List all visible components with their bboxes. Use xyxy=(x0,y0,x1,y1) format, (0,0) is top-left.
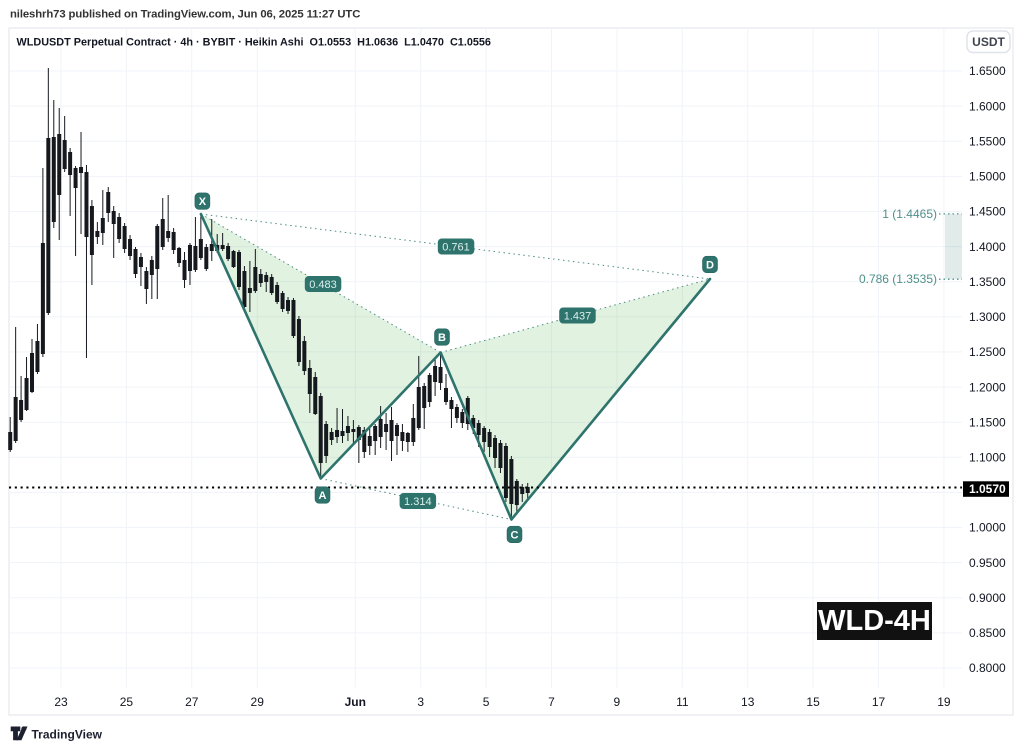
svg-text:1.5500: 1.5500 xyxy=(969,134,1006,148)
svg-text:27: 27 xyxy=(185,695,199,709)
svg-text:1.3500: 1.3500 xyxy=(969,275,1006,289)
svg-text:D: D xyxy=(706,260,714,272)
svg-text:17: 17 xyxy=(872,695,886,709)
svg-text:1.4000: 1.4000 xyxy=(969,240,1006,254)
svg-text:1.5000: 1.5000 xyxy=(969,170,1006,184)
svg-text:1.3000: 1.3000 xyxy=(969,310,1006,324)
svg-text:7: 7 xyxy=(548,695,555,709)
svg-text:5: 5 xyxy=(483,695,490,709)
svg-text:USDT: USDT xyxy=(972,35,1005,49)
svg-text:1.2000: 1.2000 xyxy=(969,380,1006,394)
svg-text:1.1000: 1.1000 xyxy=(969,451,1006,465)
svg-text:1.4500: 1.4500 xyxy=(969,205,1006,219)
svg-text:1.0570: 1.0570 xyxy=(969,482,1006,496)
svg-text:1.1500: 1.1500 xyxy=(969,415,1006,429)
svg-text:29: 29 xyxy=(251,695,265,709)
svg-text:25: 25 xyxy=(120,695,134,709)
svg-text:Jun: Jun xyxy=(345,695,366,709)
svg-text:C: C xyxy=(511,530,519,542)
svg-text:1.0000: 1.0000 xyxy=(969,521,1006,535)
svg-text:WLDUSDT Perpetual Contract · 4: WLDUSDT Perpetual Contract · 4h · BYBIT … xyxy=(17,37,491,49)
svg-text:11: 11 xyxy=(676,695,689,709)
svg-text:1.6500: 1.6500 xyxy=(969,64,1006,78)
svg-text:WLD-4H: WLD-4H xyxy=(818,605,931,637)
svg-text:0.483: 0.483 xyxy=(309,279,337,291)
svg-text:0.9500: 0.9500 xyxy=(969,556,1006,570)
svg-text:1.6000: 1.6000 xyxy=(969,99,1006,113)
svg-text:13: 13 xyxy=(741,695,755,709)
svg-text:23: 23 xyxy=(54,695,68,709)
svg-text:TradingView: TradingView xyxy=(32,728,103,742)
svg-text:X: X xyxy=(199,196,207,208)
svg-text:9: 9 xyxy=(614,695,621,709)
svg-text:1 (1.4465): 1 (1.4465) xyxy=(882,207,937,221)
svg-text:3: 3 xyxy=(417,695,424,709)
svg-text:1.437: 1.437 xyxy=(564,311,592,323)
svg-text:1.314: 1.314 xyxy=(404,496,432,508)
svg-text:1.2500: 1.2500 xyxy=(969,345,1006,359)
svg-text:0.8000: 0.8000 xyxy=(969,661,1006,675)
svg-text:0.9000: 0.9000 xyxy=(969,591,1006,605)
svg-text:B: B xyxy=(438,332,446,344)
svg-text:0.786 (1.3535): 0.786 (1.3535) xyxy=(859,272,937,286)
svg-text:0.761: 0.761 xyxy=(442,242,470,254)
svg-text:19: 19 xyxy=(937,695,951,709)
svg-text:nileshrh73 published on Tradin: nileshrh73 published on TradingView.com,… xyxy=(10,9,360,21)
svg-text:0.8500: 0.8500 xyxy=(969,626,1006,640)
svg-text:A: A xyxy=(319,490,327,502)
svg-text:15: 15 xyxy=(806,695,820,709)
